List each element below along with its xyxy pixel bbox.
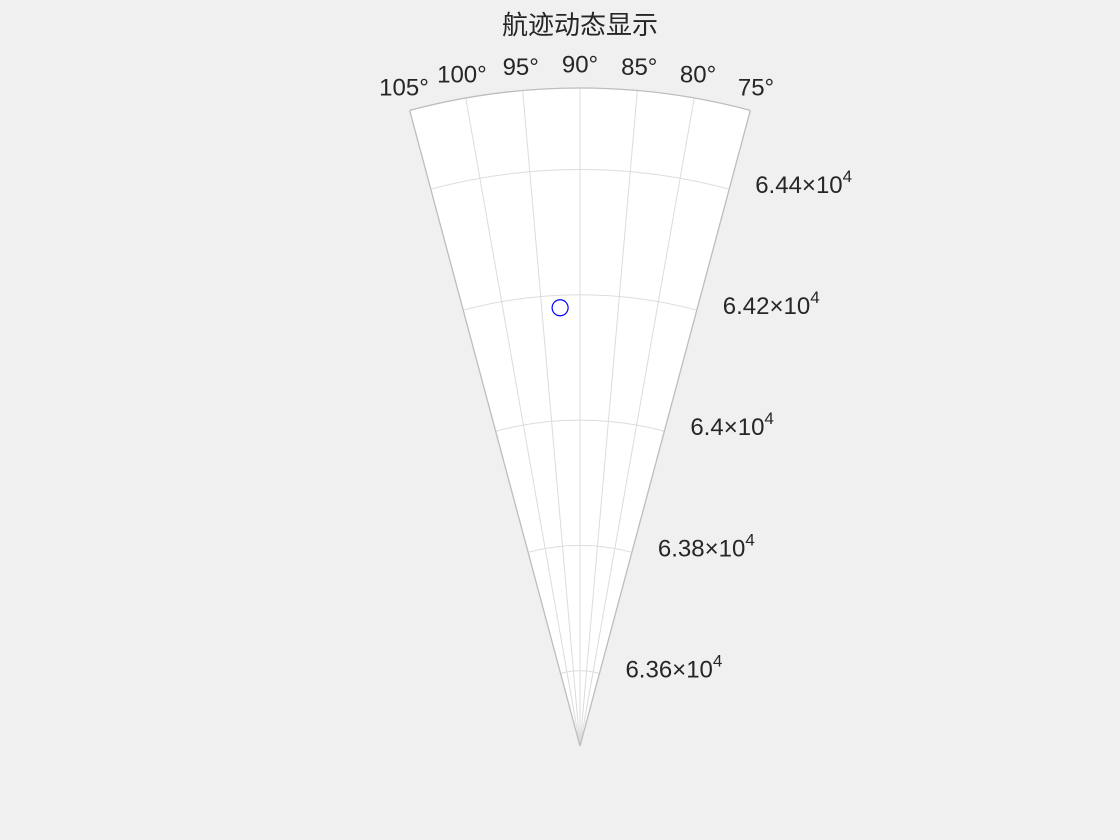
r-grid-arc-64400 (430, 168, 730, 190)
r-tick-exponent: 4 (713, 651, 722, 670)
data-point (551, 299, 569, 317)
r-tick-label: 6.44×104 (755, 167, 852, 199)
r-tick-times: ×10 (672, 656, 713, 683)
r-grid-arc-64200 (463, 294, 697, 311)
r-tick-exponent: 4 (843, 167, 852, 186)
r-grid-arc-63600 (560, 670, 600, 674)
chart-title: 航迹动态显示 (502, 11, 658, 41)
r-tick-exponent: 4 (810, 288, 819, 307)
r-tick-mantissa: 6.36 (625, 656, 672, 683)
r-tick-label: 6.42×104 (723, 288, 820, 320)
theta-grid-line-80 (579, 97, 695, 747)
theta-tick-label: 90° (562, 51, 598, 78)
r-tick-label: 6.36×104 (625, 651, 722, 683)
r-grid-arc-63800 (527, 545, 633, 553)
theta-tick-label: 105° (379, 75, 429, 102)
theta-tick-label: 95° (503, 54, 539, 81)
theta-grid-line-100 (465, 97, 581, 747)
boundary-radial-75 (579, 110, 751, 747)
theta-grid-line-95 (522, 90, 581, 747)
r-tick-times: ×10 (705, 535, 746, 562)
r-tick-times: ×10 (802, 172, 843, 199)
polar-grid (430, 88, 730, 747)
outer-arc (409, 87, 751, 112)
theta-tick-labels: 105° 100° 95° 90° 85° 80° 75° (379, 51, 774, 101)
r-tick-mantissa: 6.38 (658, 535, 705, 562)
r-tick-label: 6.4×104 (690, 409, 774, 441)
theta-tick-label: 85° (621, 54, 657, 81)
theta-tick-label: 100° (437, 62, 487, 89)
r-tick-mantissa: 6.44 (755, 172, 802, 199)
r-tick-exponent: 4 (745, 530, 754, 549)
r-tick-mantissa: 6.42 (723, 293, 770, 320)
r-grid-arc-64000 (495, 419, 665, 432)
theta-tick-label: 75° (738, 75, 774, 102)
boundary-radial-105 (409, 110, 581, 747)
r-tick-mantissa: 6.4 (690, 414, 723, 441)
r-tick-times: ×10 (769, 293, 810, 320)
data-points (551, 299, 569, 317)
polar-frame (409, 87, 751, 747)
r-tick-exponent: 4 (764, 409, 773, 428)
r-tick-label: 6.38×104 (658, 530, 755, 562)
r-tick-times: ×10 (724, 414, 765, 441)
theta-tick-label: 80° (680, 62, 716, 89)
theta-grid-line-85 (579, 90, 638, 747)
